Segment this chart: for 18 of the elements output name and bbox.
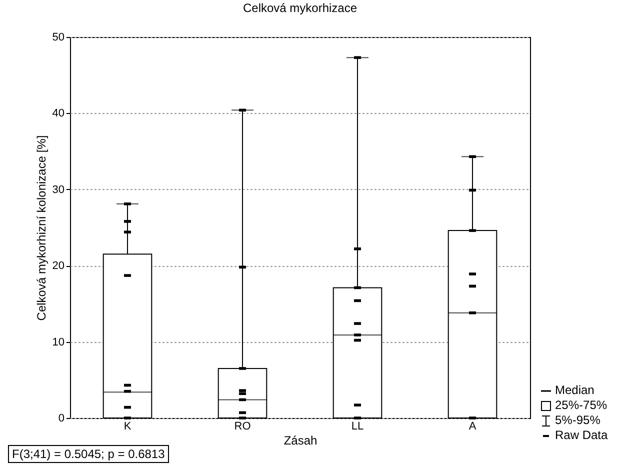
text: 5%-95%: [555, 413, 600, 428]
x-tick-label: LL: [351, 420, 364, 432]
x-tick-label: RO: [234, 420, 252, 432]
text: 25%-75%: [555, 398, 608, 413]
legend-label: Raw Data: [555, 428, 608, 443]
y-tick-label: 0: [58, 412, 64, 424]
chart-title: Celková mykorhizace: [242, 1, 358, 15]
x-tick-label: K: [124, 420, 132, 432]
x-tick-label: A: [468, 420, 477, 432]
y-tick-label: 30: [52, 184, 64, 196]
y-tick-label: 20: [52, 260, 64, 272]
y-axis-title: Celková mykorhizní kolonizace [%]: [34, 135, 48, 321]
text: Median: [555, 383, 594, 398]
x-axis-title: Zásah: [284, 434, 318, 448]
y-tick-label: 50: [52, 32, 64, 44]
text: F(3;41) = 0.5045; p = 0.6813: [8, 445, 169, 463]
y-tick-label: 40: [52, 108, 64, 120]
y-tick-label: 10: [52, 336, 64, 348]
